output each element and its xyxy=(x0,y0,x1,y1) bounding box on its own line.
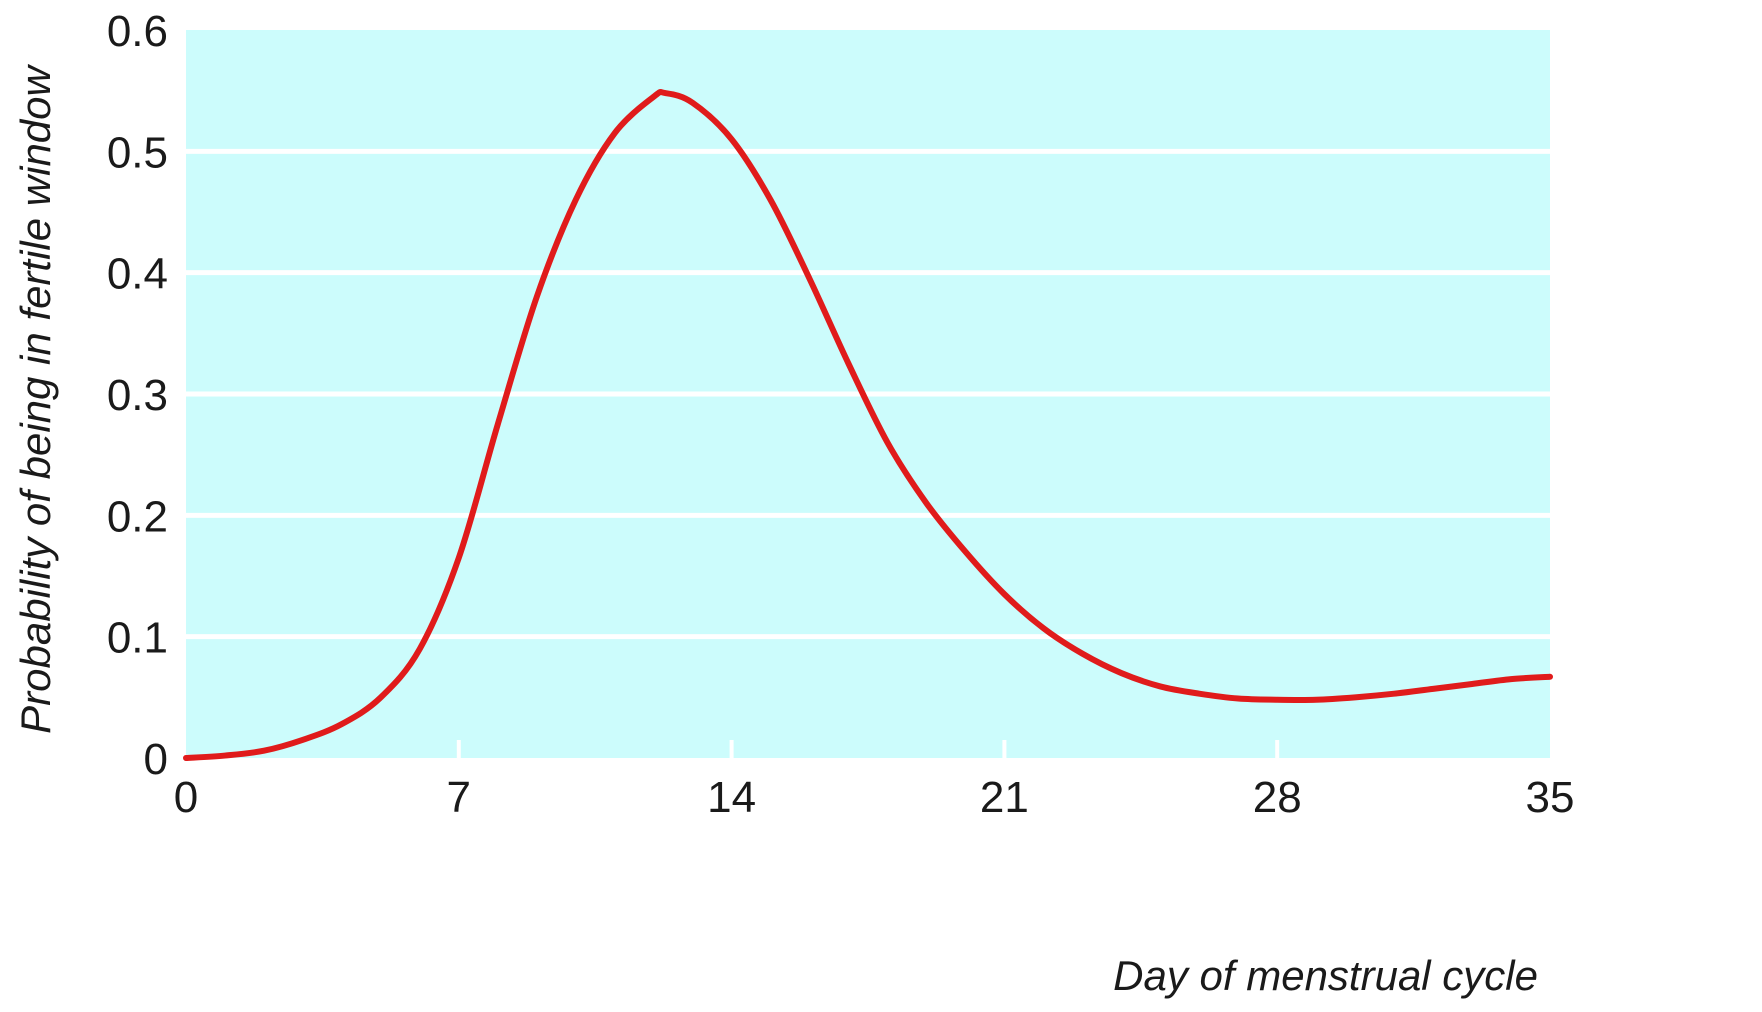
y-tick-label: 0.1 xyxy=(107,614,168,663)
y-tick-label: 0.4 xyxy=(107,250,168,299)
gridlines xyxy=(186,148,1550,640)
x-tick-label: 28 xyxy=(1253,773,1302,822)
y-tick-label: 0.3 xyxy=(107,371,168,420)
x-tick-label: 21 xyxy=(980,773,1029,822)
x-tick-label: 35 xyxy=(1526,773,1575,822)
y-tick-label: 0.2 xyxy=(107,492,168,541)
y-tick-label: 0.5 xyxy=(107,128,168,177)
y-tick-label: 0.6 xyxy=(107,7,168,56)
y-tick-label: 0 xyxy=(144,735,168,784)
x-tick-label: 14 xyxy=(707,773,756,822)
x-axis-label: Day of menstrual cycle xyxy=(1113,952,1538,999)
y-axis-ticks: 0 0.1 0.2 0.3 0.4 0.5 0.6 xyxy=(107,7,168,784)
y-axis-label: Probability of being in fertile window xyxy=(12,63,59,733)
x-tick-label: 7 xyxy=(447,773,471,822)
probability-curve xyxy=(183,89,1553,761)
x-axis-ticks: 0 7 14 21 28 35 xyxy=(174,740,1575,822)
x-tick-label: 0 xyxy=(174,773,198,822)
